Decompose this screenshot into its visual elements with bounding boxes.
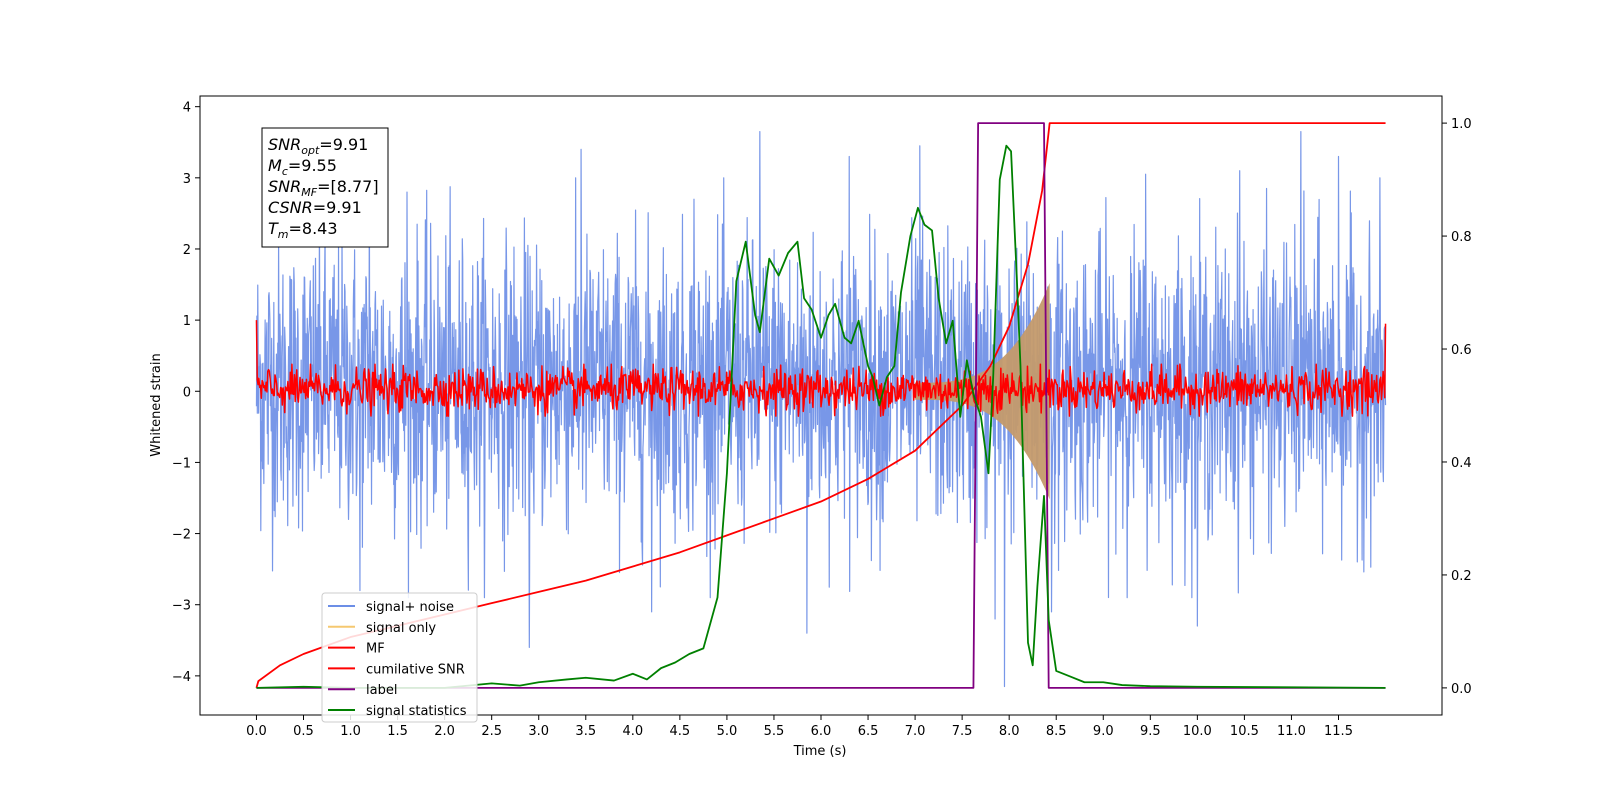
- x-tick-label: 10.5: [1230, 724, 1259, 739]
- y-tick-label: −3: [172, 599, 191, 614]
- annotation-lines: SNRopt=9.91Mc=9.55SNRMF=[8.77]CSNR=9.91T…: [268, 135, 379, 241]
- legend-label: MF: [366, 642, 385, 657]
- x-tick-label: 3.0: [528, 724, 549, 739]
- x-tick-label: 0.5: [293, 724, 314, 739]
- x-tick-label: 4.5: [670, 724, 691, 739]
- legend-label: signal+ noise: [366, 600, 454, 615]
- x-axis: 0.0 0.5 1.0 1.5 2.0 2.5 3.0 3.5 4.0 4.5 5.0 5.5 6.0 6…: [246, 715, 1353, 739]
- legend-label: label: [366, 683, 397, 698]
- series-label: [256, 122, 1386, 689]
- legend-items: signal+ noise signal only MF cumilative SNR…: [328, 600, 467, 719]
- y-axis-label: Whitened strain: [149, 353, 164, 456]
- legend-label: signal only: [366, 621, 436, 636]
- y-tick-label: 0: [183, 385, 191, 400]
- y2-tick-label: 0.4: [1451, 456, 1472, 471]
- x-tick-label: 6.5: [858, 724, 879, 739]
- y-tick-label: 1: [183, 314, 191, 329]
- annotation-subscript: opt: [301, 144, 320, 157]
- x-axis-label: Time (s): [793, 744, 847, 759]
- x-tick-label: 7.0: [905, 724, 926, 739]
- x-tick-label: 11.5: [1324, 724, 1353, 739]
- annotation-value: =9.91: [319, 135, 368, 154]
- series-signal-statistics: [256, 144, 1386, 689]
- y-tick-label: −1: [172, 456, 191, 471]
- x-tick-label: 1.5: [387, 724, 408, 739]
- annotation-subscript: MF: [301, 186, 317, 199]
- legend-label: cumilative SNR: [366, 662, 465, 677]
- legend-label: signal statistics: [366, 704, 467, 719]
- y-axis-left: 4 3 2 1 0 −1 −2 −3 −4: [172, 101, 200, 685]
- x-tick-label: 9.5: [1140, 724, 1161, 739]
- annotation-value: =8.43: [289, 219, 338, 238]
- annotation-value: =9.91: [313, 198, 362, 217]
- annotation-symbol: CSNR: [268, 198, 313, 217]
- annotation-line: CSNR=9.91: [268, 198, 362, 217]
- legend-frame: [321, 592, 478, 723]
- x-tick-label: 9.0: [1093, 724, 1114, 739]
- y-tick-label: 2: [183, 243, 191, 258]
- x-tick-label: 0.0: [246, 724, 267, 739]
- legend: signal+ noise signal only MF cumilative SNR…: [321, 592, 478, 723]
- annotation-value: =9.55: [288, 156, 337, 175]
- x-tick-label: 8.5: [1046, 724, 1067, 739]
- y2-tick-label: 1.0: [1451, 117, 1472, 132]
- x-tick-label: 11.0: [1277, 724, 1306, 739]
- annotation-symbol: SNR: [268, 177, 301, 196]
- y-tick-label: 4: [183, 101, 191, 116]
- annotation-line: Tm=8.43: [268, 219, 338, 241]
- x-tick-label: 4.0: [622, 724, 643, 739]
- y-tick-label: −4: [172, 670, 191, 685]
- y2-tick-label: 0.2: [1451, 569, 1472, 584]
- x-tick-label: 2.0: [434, 724, 455, 739]
- x-tick-label: 7.5: [952, 724, 973, 739]
- x-tick-label: 8.0: [999, 724, 1020, 739]
- x-tick-label: 6.0: [811, 724, 832, 739]
- y2-tick-label: 0.6: [1451, 343, 1472, 358]
- annotation-value: =[8.77]: [317, 177, 379, 196]
- annotation-subscript: m: [278, 228, 289, 241]
- annotation-symbol: M: [268, 156, 282, 175]
- annotation-symbol: SNR: [268, 135, 301, 154]
- y2-tick-label: 0.8: [1451, 230, 1472, 245]
- series-signal-only: [915, 283, 1050, 500]
- annotation-frame: [261, 127, 389, 248]
- x-tick-label: 5.0: [717, 724, 738, 739]
- annotation-line: Mc=9.55: [268, 156, 337, 178]
- annotation-subscript: c: [282, 165, 288, 178]
- x-tick-label: 5.5: [764, 724, 785, 739]
- x-tick-label: 10.0: [1183, 724, 1212, 739]
- y2-tick-label: 0.0: [1451, 682, 1472, 697]
- annotation-symbol: T: [268, 219, 279, 238]
- y-tick-label: −2: [172, 528, 191, 543]
- y-axis-right: 1.0 0.8 0.6 0.4 0.2 0.0: [1442, 117, 1472, 697]
- series-mf: [255, 320, 1387, 417]
- x-tick-label: 2.5: [481, 724, 502, 739]
- y-tick-label: 3: [183, 172, 191, 187]
- annotation-box: SNRopt=9.91Mc=9.55SNRMF=[8.77]CSNR=9.91T…: [261, 127, 389, 248]
- x-tick-label: 3.5: [575, 724, 596, 739]
- annotation-line: SNRopt=9.91: [268, 135, 368, 157]
- x-tick-label: 1.0: [340, 724, 361, 739]
- annotation-line: SNRMF=[8.77]: [268, 177, 379, 199]
